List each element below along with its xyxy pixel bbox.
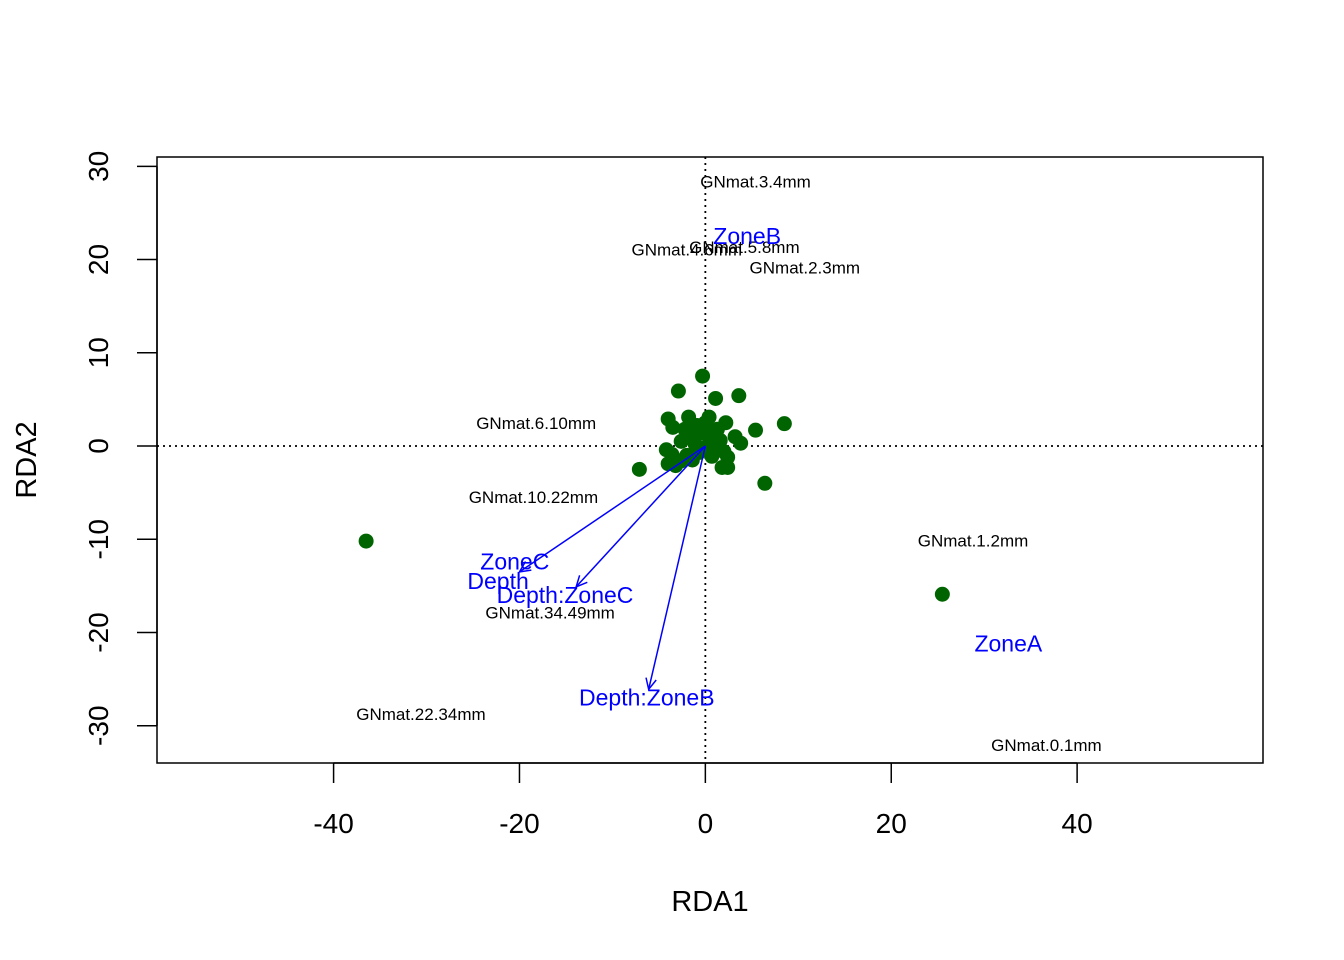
site-point: [733, 435, 749, 451]
species-label: GNmat.5.8mm: [689, 238, 800, 257]
x-tick-label: 40: [1062, 808, 1093, 839]
x-axis-title: RDA1: [671, 886, 748, 918]
y-tick-label: -10: [83, 519, 114, 559]
site-point: [757, 475, 773, 491]
y-tick-label: -30: [83, 705, 114, 745]
constraint-arrows: [518, 445, 707, 692]
site-point: [673, 433, 689, 449]
site-point: [358, 533, 374, 549]
y-axis: -30 -20 -10 0 10 20 30: [83, 151, 158, 746]
species-label: GNmat.22.34mm: [356, 705, 485, 724]
x-tick-label: 0: [698, 808, 714, 839]
constraint-arrow: [519, 445, 706, 573]
x-tick-label: -20: [499, 808, 539, 839]
constraint-label: ZoneB: [713, 223, 781, 249]
species-label: GNmat.34.49mm: [485, 603, 614, 622]
site-points: [358, 368, 950, 602]
y-axis-title: RDA2: [11, 421, 43, 498]
x-tick-label: 20: [876, 808, 907, 839]
constraint-label: Depth: [467, 568, 528, 594]
site-point: [776, 416, 792, 432]
species-label: GNmat.3.4mm: [700, 173, 811, 192]
species-label: GNmat.0.1mm: [991, 736, 1102, 755]
constraint-arrowhead: [574, 575, 588, 589]
y-tick-label: 20: [83, 244, 114, 275]
species-label: GNmat.10.22mm: [469, 488, 598, 507]
x-axis: -40 -20 0 20 40: [313, 762, 1093, 839]
species-label: GNmat.2.3mm: [750, 258, 861, 277]
constraint-arrowhead: [518, 561, 532, 573]
site-point: [631, 461, 647, 477]
y-tick-label: 30: [83, 151, 114, 182]
species-label: GNmat.6.10mm: [476, 414, 596, 433]
species-label: GNmat.4.6mm: [631, 241, 742, 260]
site-point: [748, 422, 764, 438]
constraint-label: ZoneC: [480, 549, 549, 575]
constraint-arrow: [647, 445, 707, 690]
constraint-label: Depth:ZoneC: [497, 582, 634, 608]
site-point: [731, 388, 747, 404]
site-point: [670, 383, 686, 399]
x-tick-label: -40: [313, 808, 353, 839]
constraint-label: ZoneA: [974, 631, 1042, 657]
species-label: GNmat.1.2mm: [918, 532, 1029, 551]
site-point: [700, 422, 716, 438]
site-point: [934, 586, 950, 602]
y-tick-label: 0: [83, 438, 114, 454]
site-point: [708, 390, 724, 406]
constraint-arrowhead: [645, 677, 657, 692]
constraint-label: Depth:ZoneB: [579, 685, 715, 711]
y-tick-label: -20: [83, 612, 114, 652]
y-tick-label: 10: [83, 337, 114, 368]
site-point: [720, 459, 736, 475]
site-point: [695, 368, 711, 384]
constraint-arrow: [575, 445, 706, 588]
site-point: [695, 442, 711, 458]
site-point: [665, 419, 681, 435]
